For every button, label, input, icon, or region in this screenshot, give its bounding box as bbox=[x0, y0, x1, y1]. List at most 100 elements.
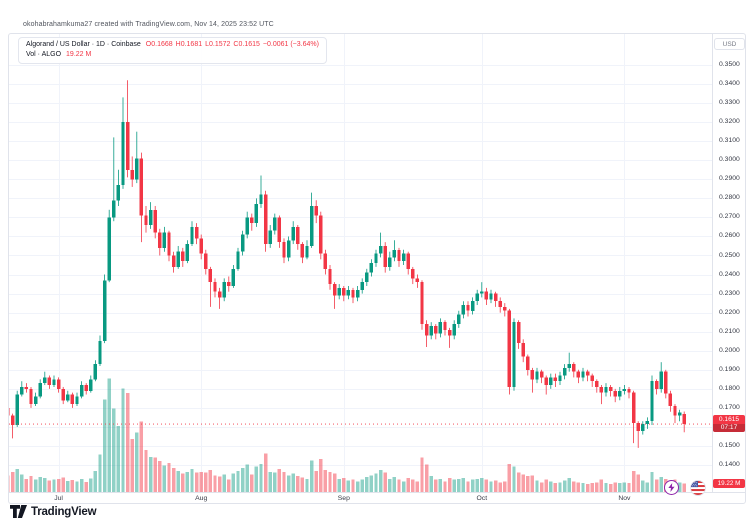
volume-bar bbox=[411, 479, 415, 492]
candle-body bbox=[125, 122, 130, 170]
volume-bar bbox=[346, 480, 351, 492]
volume-bar bbox=[263, 453, 268, 492]
volume-bar bbox=[190, 469, 194, 492]
candle-body bbox=[236, 251, 240, 269]
candle-body bbox=[296, 226, 300, 245]
price-tick-label: 0.2600 bbox=[719, 232, 740, 240]
candle-body bbox=[434, 325, 438, 334]
price-tick-label: 0.2200 bbox=[719, 308, 740, 316]
volume-bar bbox=[167, 462, 171, 492]
volume-bar bbox=[549, 481, 553, 492]
price-tick-label: 0.2100 bbox=[719, 327, 740, 335]
time-axis[interactable]: Jul Aug Sep Oct Nov bbox=[9, 492, 745, 504]
volume-bar bbox=[461, 477, 466, 492]
volume-bar bbox=[627, 483, 631, 492]
candle-body bbox=[84, 385, 88, 391]
ohlc-open: O0.1668 bbox=[145, 41, 173, 48]
candle-body bbox=[668, 393, 673, 406]
volume-bar bbox=[342, 477, 346, 492]
candle-body bbox=[323, 253, 328, 269]
volume-bar bbox=[20, 474, 24, 492]
candle-body bbox=[585, 371, 590, 376]
candle-body bbox=[512, 322, 516, 387]
candle-body bbox=[43, 377, 47, 384]
volume-bar bbox=[296, 476, 300, 492]
volume-bar bbox=[323, 470, 328, 492]
candle-body bbox=[388, 257, 392, 267]
event-icon-us-flag[interactable] bbox=[690, 480, 706, 496]
volume-bar bbox=[328, 471, 332, 492]
candle-body bbox=[493, 293, 498, 302]
volume-bar bbox=[489, 481, 493, 492]
price-tick-label: 0.3100 bbox=[719, 137, 740, 145]
volume-bar bbox=[47, 480, 52, 492]
volume-bar bbox=[447, 477, 452, 492]
candle-body bbox=[291, 226, 295, 241]
candle-body bbox=[20, 386, 24, 395]
candle-body bbox=[277, 217, 282, 243]
volume-bar bbox=[194, 472, 199, 492]
candle-body bbox=[337, 287, 341, 296]
candle-body bbox=[452, 324, 456, 336]
volume-bar bbox=[383, 472, 387, 492]
price-tick-label: 0.1500 bbox=[719, 442, 740, 449]
volume-bar bbox=[636, 474, 640, 492]
candle-body bbox=[254, 204, 259, 224]
candle-body bbox=[424, 324, 429, 336]
candle-body bbox=[374, 253, 378, 264]
time-tick-label: Aug bbox=[195, 495, 208, 502]
candle-body bbox=[631, 392, 636, 424]
volume-bar bbox=[282, 472, 286, 492]
volume-bar bbox=[75, 481, 79, 492]
volume-bar bbox=[480, 477, 484, 492]
volume-bar bbox=[309, 460, 314, 492]
candle-body bbox=[273, 217, 277, 231]
volume-bar bbox=[240, 467, 245, 492]
currency-toggle-button[interactable]: USD bbox=[714, 38, 745, 50]
candle-body bbox=[199, 238, 203, 254]
ohlc-close: C0.1615 bbox=[233, 41, 260, 48]
last-price-label[interactable]: 0.1615 07:17 bbox=[713, 415, 745, 432]
volume-bar bbox=[66, 481, 70, 492]
candle-body bbox=[475, 293, 479, 302]
price-tick-label: 0.2800 bbox=[719, 194, 740, 202]
volume-bar bbox=[171, 467, 176, 492]
volume-bar bbox=[498, 482, 502, 492]
candle-body bbox=[245, 217, 249, 235]
candle-body bbox=[98, 341, 102, 365]
candle-body bbox=[503, 306, 507, 311]
candle-body bbox=[231, 268, 236, 286]
candle-body bbox=[507, 310, 512, 387]
volume-bar bbox=[650, 471, 654, 492]
volume-bar bbox=[158, 461, 162, 492]
tradingview-logo[interactable]: TradingView bbox=[10, 505, 97, 518]
price-tick-label: 0.3300 bbox=[719, 99, 740, 107]
ohlc-low: L0.1572 bbox=[205, 41, 231, 48]
candle-body bbox=[282, 242, 286, 258]
candle-body bbox=[208, 268, 213, 283]
volume-bar bbox=[204, 472, 208, 492]
volume-bar bbox=[424, 464, 429, 492]
time-tick-label: Oct bbox=[476, 495, 488, 502]
volume-bar bbox=[355, 481, 360, 492]
volume-bar bbox=[493, 480, 498, 492]
volume-bar bbox=[654, 479, 659, 492]
candle-body bbox=[645, 421, 650, 425]
candle-body bbox=[355, 289, 360, 298]
price-chart-canvas[interactable] bbox=[9, 34, 712, 492]
volume-bar bbox=[526, 476, 530, 492]
ohlc-change: −0.0061 (−3.64%) bbox=[262, 41, 319, 48]
volume-bar bbox=[29, 476, 33, 492]
candle-body bbox=[383, 245, 387, 267]
candle-body bbox=[535, 371, 539, 380]
price-tick-label: 0.2700 bbox=[719, 213, 740, 221]
candle-body bbox=[33, 396, 38, 405]
candle-body bbox=[250, 217, 254, 224]
event-icon-crypto[interactable] bbox=[664, 480, 679, 495]
symbol-title[interactable]: Algorand / US Dollar · 1D · Coinbase bbox=[26, 41, 141, 48]
candle-body bbox=[539, 371, 544, 378]
price-axis[interactable]: 0.3500 0.3400 0.3300 0.3200 0.3100 0.3000 0.29… bbox=[712, 34, 745, 492]
volume-bar bbox=[79, 479, 84, 492]
candle-body bbox=[420, 282, 424, 325]
candle-body bbox=[342, 287, 346, 296]
